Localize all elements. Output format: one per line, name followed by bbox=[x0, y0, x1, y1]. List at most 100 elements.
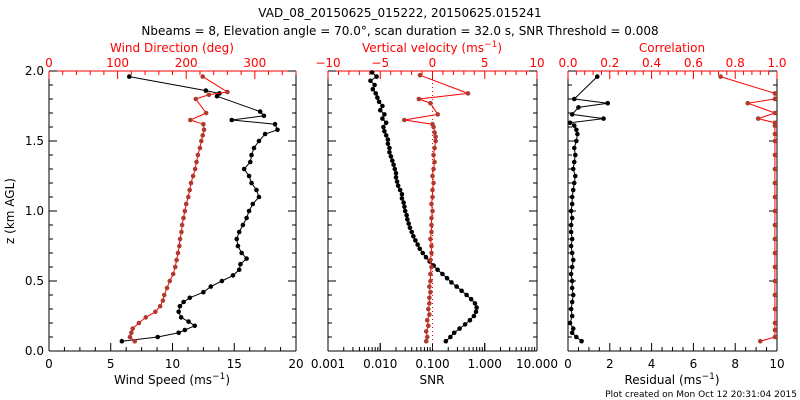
data-point bbox=[130, 326, 136, 331]
data-point bbox=[772, 236, 778, 242]
data-point bbox=[178, 315, 184, 320]
data-point bbox=[569, 201, 575, 207]
data-point bbox=[261, 113, 267, 119]
data-point bbox=[772, 264, 778, 270]
data-point bbox=[772, 131, 778, 137]
data-point bbox=[383, 133, 389, 138]
data-point bbox=[387, 145, 392, 151]
data-point bbox=[420, 250, 426, 256]
data-point bbox=[250, 201, 256, 207]
data-point bbox=[570, 257, 576, 263]
data-point bbox=[423, 254, 429, 260]
data-point bbox=[416, 96, 422, 102]
top-x-tick-label: −10 bbox=[315, 56, 340, 70]
footer-timestamp: Plot created on Mon Oct 12 20:31:04 2015 bbox=[605, 390, 797, 400]
data-point bbox=[745, 100, 751, 106]
top-x-tick-label: 200 bbox=[175, 56, 198, 70]
data-point bbox=[569, 330, 575, 336]
data-point bbox=[427, 301, 432, 306]
panel2-top-label: Vertical velocity (ms−1) bbox=[362, 40, 502, 55]
data-point bbox=[573, 173, 578, 179]
y-axis-label: z (km AGL) bbox=[3, 178, 17, 244]
panel-snr: 0.001 0.010 0.100 1.000 10.000 −10 −5 0 5 10 bbox=[311, 56, 558, 371]
data-point bbox=[254, 187, 259, 193]
data-point bbox=[429, 222, 434, 228]
data-point bbox=[161, 292, 167, 298]
data-point bbox=[570, 187, 576, 193]
series-line bbox=[568, 76, 608, 342]
top-x-tick-label: 100 bbox=[106, 56, 129, 70]
data-point bbox=[451, 330, 457, 336]
data-point bbox=[569, 112, 575, 117]
panel1-x-label: Wind Speed (ms−1) bbox=[114, 372, 230, 387]
data-point bbox=[443, 338, 449, 344]
series-residual bbox=[567, 74, 611, 344]
series-line bbox=[369, 72, 478, 342]
data-point bbox=[393, 175, 399, 180]
data-point bbox=[238, 261, 243, 267]
top-x-tick-label: 1.0 bbox=[767, 56, 786, 70]
data-point bbox=[391, 162, 396, 168]
data-point bbox=[249, 152, 254, 158]
data-point bbox=[256, 138, 262, 144]
data-point bbox=[605, 100, 611, 106]
title-line-2: Nbeams = 8, Elevation angle = 70.0°, sca… bbox=[141, 24, 658, 38]
x-tick-label: 0.001 bbox=[311, 357, 345, 371]
data-point bbox=[376, 99, 382, 105]
data-point bbox=[407, 225, 413, 231]
x-tick-label: 20 bbox=[288, 357, 303, 371]
data-point bbox=[406, 221, 411, 226]
data-point bbox=[170, 271, 176, 277]
x-tick-label: 1.000 bbox=[468, 357, 502, 371]
series-wind-speed bbox=[119, 74, 280, 344]
data-point bbox=[471, 313, 477, 319]
top-x-tick-label: 0 bbox=[45, 56, 53, 70]
data-point bbox=[465, 91, 471, 96]
data-point bbox=[262, 131, 268, 137]
data-point bbox=[430, 187, 435, 193]
data-point bbox=[772, 334, 778, 340]
data-point bbox=[427, 295, 432, 301]
data-point bbox=[427, 312, 432, 317]
data-point bbox=[435, 267, 440, 273]
data-point bbox=[569, 285, 575, 291]
data-point bbox=[772, 292, 778, 298]
data-point bbox=[206, 92, 212, 98]
data-point bbox=[772, 110, 778, 116]
data-point bbox=[182, 208, 188, 214]
data-point bbox=[388, 154, 394, 159]
data-point bbox=[449, 280, 454, 285]
y-tick-label: 1.0 bbox=[25, 204, 44, 218]
data-point bbox=[417, 72, 423, 78]
data-point bbox=[718, 74, 723, 79]
data-point bbox=[569, 215, 575, 221]
data-point bbox=[448, 334, 453, 340]
data-point bbox=[368, 78, 373, 84]
data-point bbox=[177, 236, 183, 242]
top-x-tick-label: 5 bbox=[481, 56, 489, 70]
data-point bbox=[457, 326, 462, 331]
data-point bbox=[229, 117, 235, 123]
data-point bbox=[201, 121, 206, 127]
data-point bbox=[382, 112, 387, 117]
data-point bbox=[428, 271, 433, 277]
data-point bbox=[244, 256, 249, 261]
data-point bbox=[382, 128, 387, 134]
data-point bbox=[429, 243, 434, 249]
data-point bbox=[132, 338, 138, 344]
series-line bbox=[720, 76, 777, 342]
data-point bbox=[571, 123, 577, 128]
data-point bbox=[429, 215, 434, 221]
data-point bbox=[424, 334, 430, 340]
data-point bbox=[426, 323, 431, 329]
data-point bbox=[179, 222, 185, 228]
data-point bbox=[394, 179, 400, 184]
data-point bbox=[594, 74, 600, 79]
data-point bbox=[190, 173, 196, 179]
data-point bbox=[755, 116, 761, 121]
data-point bbox=[383, 120, 389, 126]
top-x-tick-label: 0.8 bbox=[726, 56, 745, 70]
data-point bbox=[373, 91, 379, 96]
data-point bbox=[569, 194, 575, 200]
